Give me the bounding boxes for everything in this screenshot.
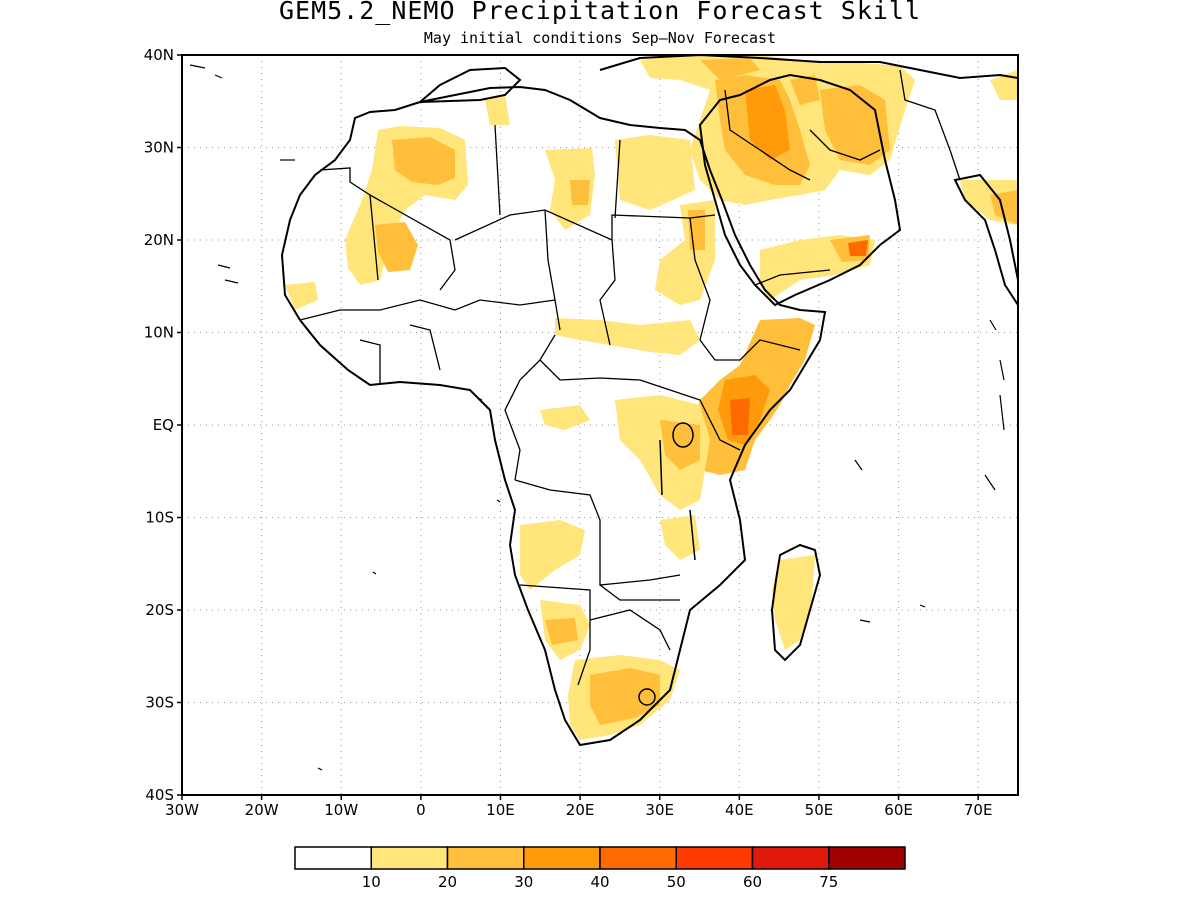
lakes bbox=[638, 422, 696, 706]
lon-label: 30W bbox=[165, 801, 199, 819]
colorbar-label: 10 bbox=[362, 873, 381, 891]
arabia-coastline bbox=[698, 73, 902, 307]
skill-region-egypt bbox=[615, 135, 695, 210]
skill-region-turkey bbox=[700, 58, 760, 80]
colorbar-swatch bbox=[294, 846, 372, 870]
colorbar-swatch bbox=[370, 846, 449, 870]
colorbar-label: 30 bbox=[514, 873, 533, 891]
colorbar-swatch bbox=[828, 846, 906, 870]
country-borders bbox=[299, 69, 961, 686]
lat-label: 30S bbox=[145, 694, 174, 712]
colorbar-label: 50 bbox=[667, 873, 686, 891]
lat-label: 10S bbox=[145, 509, 174, 527]
india-coastline bbox=[953, 173, 1018, 307]
skill-region-sahel bbox=[555, 318, 700, 355]
skill-region-caspian bbox=[790, 75, 820, 105]
colorbar-label: 60 bbox=[743, 873, 762, 891]
lat-label: EQ bbox=[153, 416, 174, 434]
lon-label: 10E bbox=[486, 801, 515, 819]
lat-label: 20S bbox=[145, 601, 174, 619]
lon-label: 60E bbox=[884, 801, 913, 819]
colorbar-swatch bbox=[675, 846, 754, 870]
lon-label: 20E bbox=[566, 801, 595, 819]
skill-region-mauritania bbox=[375, 222, 418, 272]
lat-label: 40N bbox=[144, 46, 174, 64]
skill-region-west-sahara-core bbox=[392, 137, 455, 185]
colorbar-swatch bbox=[599, 846, 677, 870]
map-title: GEM5.2_NEMO Precipitation Forecast Skill bbox=[278, 0, 922, 25]
skill-region-kenya-core bbox=[730, 398, 750, 435]
lat-label: 20N bbox=[144, 231, 174, 249]
skill-region-congo bbox=[540, 405, 590, 430]
skill-region-oman-core bbox=[848, 240, 868, 256]
lat-label: 30N bbox=[144, 139, 174, 157]
skill-region-india-core bbox=[990, 190, 1018, 225]
islands bbox=[189, 64, 1005, 771]
lat-label: 40S bbox=[145, 786, 174, 804]
iberia-coastline bbox=[417, 66, 522, 104]
colorbar-swatch bbox=[523, 846, 601, 870]
skill-region-south-africa-core bbox=[590, 668, 660, 725]
skill-region-morocco bbox=[485, 95, 510, 125]
skill-region-libya bbox=[545, 148, 595, 230]
lon-label: 20W bbox=[245, 801, 279, 819]
lat-label: 10N bbox=[144, 324, 174, 342]
lon-label: 50E bbox=[805, 801, 834, 819]
madagascar-coastline bbox=[770, 543, 822, 662]
lon-label: 0 bbox=[416, 801, 426, 819]
africa-coastline bbox=[280, 85, 827, 747]
lon-label: 10W bbox=[324, 801, 358, 819]
lon-label: 70E bbox=[964, 801, 993, 819]
latitude-axis: 40N 30N 20N 10N EQ 10S 20S 30S 40S bbox=[144, 46, 182, 804]
colorbar-label: 75 bbox=[819, 873, 838, 891]
colorbar-swatch bbox=[751, 846, 830, 870]
colorbar-swatch bbox=[446, 846, 525, 870]
skill-region-iran bbox=[820, 85, 890, 165]
skill-shading bbox=[285, 55, 1018, 740]
coastlines bbox=[280, 55, 1018, 747]
lon-label: 30E bbox=[645, 801, 674, 819]
colorbar-label: 20 bbox=[438, 873, 457, 891]
skill-region-namibia-core bbox=[545, 618, 578, 645]
skill-region-iraq-core bbox=[745, 85, 790, 160]
longitude-axis: 30W 20W 10W 0 10E 20E 30E 40E 50E 60E 70E bbox=[165, 795, 992, 819]
lon-label: 40E bbox=[725, 801, 754, 819]
skill-region-madagascar bbox=[772, 555, 815, 650]
skill-region-libya-core bbox=[570, 180, 590, 205]
eurasia-coastline bbox=[599, 55, 1018, 80]
map-subtitle: May initial conditions Sep–Nov Forecast bbox=[423, 29, 777, 47]
skill-region-angola bbox=[520, 520, 585, 590]
skill-region-zambia bbox=[660, 515, 700, 560]
skill-region-tanzania bbox=[660, 420, 700, 470]
skill-region-west-africa-coast bbox=[285, 282, 318, 310]
colorbar: 10 20 30 40 50 60 75 bbox=[294, 846, 906, 891]
colorbar-label: 40 bbox=[590, 873, 609, 891]
